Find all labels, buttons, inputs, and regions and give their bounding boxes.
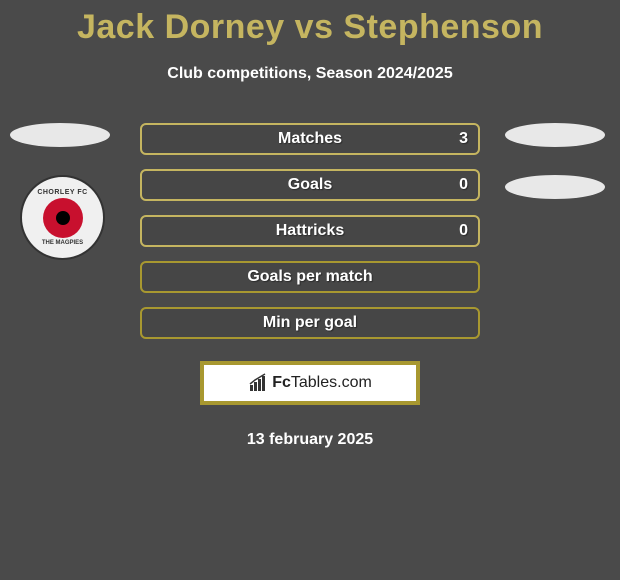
stat-label: Goals per match [247,268,372,286]
stat-label: Hattricks [276,222,344,240]
rose-icon [43,198,83,238]
club-badge-left: CHORLEY FC THE MAGPIES [20,175,105,260]
stat-row-goals-per-match: Goals per match [140,261,480,293]
page-title: Jack Dorney vs Stephenson [0,0,620,47]
stat-value: 0 [459,222,468,240]
player-right-placeholder-1 [505,123,605,147]
stat-row-min-per-goal: Min per goal [140,307,480,339]
stat-rows: Matches 3 Goals 0 Hattricks 0 Goals per … [140,123,480,339]
player-left-placeholder [10,123,110,147]
site-logo: FcTables.com [200,361,420,405]
stat-value: 0 [459,176,468,194]
stat-label: Min per goal [263,314,357,332]
stat-label: Matches [278,130,342,148]
badge-bottom-text: THE MAGPIES [42,240,83,246]
stat-value: 3 [459,130,468,148]
badge-top-text: CHORLEY FC [37,189,87,196]
stat-row-hattricks: Hattricks 0 [140,215,480,247]
comparison-area: CHORLEY FC THE MAGPIES Matches 3 Goals 0… [0,123,620,449]
stat-row-matches: Matches 3 [140,123,480,155]
stat-label: Goals [288,176,332,194]
logo-text: FcTables.com [272,374,372,392]
chart-icon [248,373,268,393]
date-text: 13 february 2025 [0,431,620,449]
stat-row-goals: Goals 0 [140,169,480,201]
player-right-placeholder-2 [505,175,605,199]
subtitle: Club competitions, Season 2024/2025 [0,65,620,83]
